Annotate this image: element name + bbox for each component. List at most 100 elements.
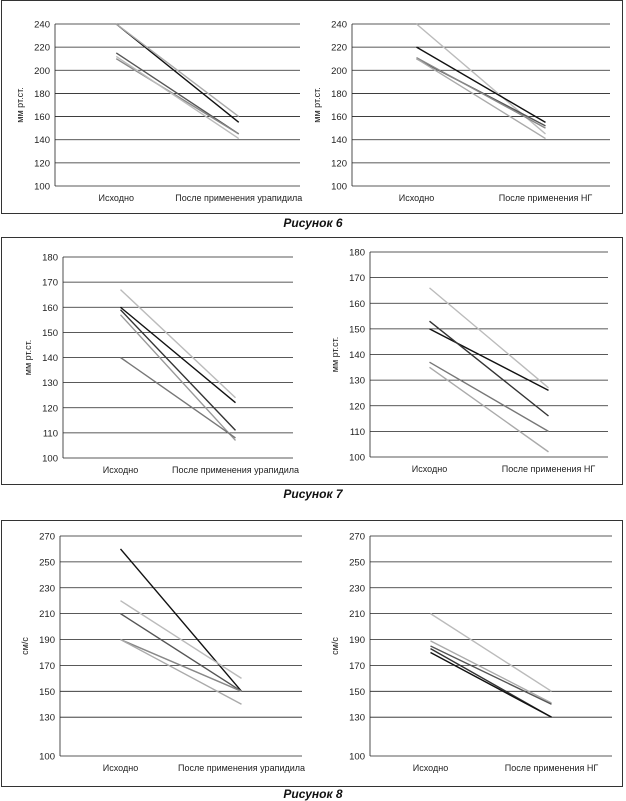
y-tick-label: 230: [39, 583, 55, 594]
y-tick-label: 140: [42, 353, 58, 364]
series-line: [115, 52, 240, 135]
y-tick-label: 170: [39, 661, 55, 672]
y-tick-label: 160: [349, 299, 365, 310]
series-line: [429, 366, 549, 453]
series-line: [119, 548, 243, 692]
y-tick-label: 180: [42, 253, 58, 264]
y-tick-label: 160: [331, 112, 347, 123]
y-tick-label: 170: [349, 661, 365, 672]
y-tick-label: 140: [331, 135, 347, 146]
y-tick-label: 150: [39, 687, 55, 698]
y-tick-label: 240: [34, 20, 50, 31]
x-category-label: После применения урапидила: [175, 193, 302, 203]
y-tick-label: 190: [39, 635, 55, 646]
y-tick-label: 150: [42, 328, 58, 339]
y-tick-label: 130: [39, 713, 55, 724]
series-line: [416, 56, 546, 129]
y-tick-label: 130: [349, 376, 365, 387]
y-tick-label: 130: [42, 378, 58, 389]
y-tick-label: 100: [331, 182, 347, 193]
series-line: [120, 306, 236, 404]
figure-7-caption: Рисунок 7: [283, 487, 343, 501]
y-tick-label: 170: [349, 273, 365, 284]
y-tick-label: 200: [34, 66, 50, 77]
series-line: [120, 613, 242, 692]
series-line: [429, 287, 549, 389]
y-tick-label: 140: [34, 135, 50, 146]
series-line: [416, 46, 546, 123]
y-tick-label: 170: [42, 278, 58, 289]
y-tick-label: 180: [349, 248, 365, 259]
y-tick-label: 220: [331, 43, 347, 54]
x-category-label: Исходно: [413, 763, 448, 773]
y-tick-label: 270: [39, 532, 55, 543]
y-axis-label: мм рт.ст.: [330, 337, 340, 372]
y-tick-label: 100: [34, 182, 50, 193]
y-axis-label: мм рт.ст.: [312, 87, 322, 122]
series-line: [115, 23, 240, 123]
chart-fig7-ng: 100 110 120 130 140 150 160 170 180 Исходно После …: [330, 248, 608, 474]
y-tick-label: 100: [349, 752, 365, 763]
y-tick-label: 120: [42, 403, 58, 414]
y-tick-label: 220: [34, 43, 50, 54]
y-axis-label: см/с: [330, 637, 340, 655]
series-line: [120, 600, 242, 679]
y-axis-label: см/с: [20, 637, 30, 655]
y-tick-label: 140: [349, 350, 365, 361]
series-line: [120, 356, 236, 439]
series-line: [115, 55, 240, 140]
x-category-label: Исходно: [99, 193, 134, 203]
y-tick-label: 190: [349, 635, 365, 646]
x-category-label: Исходно: [399, 193, 434, 203]
chart-fig6-urapidil: 100 120 140 160 180 200 220 240 Исходно После при…: [15, 20, 302, 204]
y-tick-label: 100: [42, 454, 58, 465]
x-category-label: После применения НГ: [502, 464, 596, 474]
y-tick-label: 230: [349, 583, 365, 594]
x-category-label: После применения урапидила: [172, 465, 299, 475]
figure-6-caption: Рисунок 6: [283, 216, 343, 230]
y-tick-label: 200: [331, 66, 347, 77]
y-tick-label: 120: [34, 158, 50, 169]
y-tick-label: 130: [349, 713, 365, 724]
y-tick-label: 210: [39, 609, 55, 620]
y-tick-label: 160: [34, 112, 50, 123]
y-tick-label: 180: [34, 89, 50, 100]
series-line: [430, 651, 552, 718]
x-category-label: Исходно: [103, 763, 138, 773]
chart-fig7-urapidil: 100 110 120 130 140 150 160 170 180 Исходно После …: [23, 253, 299, 476]
y-tick-label: 150: [349, 687, 365, 698]
series-line: [120, 289, 236, 399]
x-category-label: Исходно: [103, 465, 138, 475]
y-tick-label: 120: [349, 401, 365, 412]
y-tick-label: 210: [349, 609, 365, 620]
series-line: [115, 58, 240, 135]
y-tick-label: 100: [349, 453, 365, 464]
y-tick-label: 250: [39, 557, 55, 568]
y-tick-label: 110: [43, 428, 58, 439]
y-tick-label: 270: [349, 532, 365, 543]
y-tick-label: 120: [331, 158, 347, 169]
series-line: [429, 320, 549, 417]
chart-fig6-ng: 100 120 140 160 180 200 220 240 Исходно После при…: [312, 20, 610, 203]
x-category-label: После применения НГ: [499, 193, 593, 203]
series-line: [430, 645, 552, 705]
x-category-label: Исходно: [412, 464, 447, 474]
y-tick-label: 110: [350, 427, 365, 438]
series-line: [120, 638, 242, 692]
y-tick-label: 150: [349, 324, 365, 335]
y-tick-label: 240: [331, 20, 347, 31]
y-axis-label: мм рт.ст.: [23, 340, 33, 375]
y-tick-label: 160: [42, 303, 58, 314]
series-line: [429, 328, 549, 391]
y-axis-label: мм рт.ст.: [15, 87, 25, 122]
series-line: [119, 309, 237, 431]
x-category-label: После применения урапидила: [178, 763, 305, 773]
series-line: [115, 23, 240, 118]
figure-8-frame: [1, 520, 623, 787]
y-tick-label: 180: [331, 89, 347, 100]
series-line: [120, 638, 242, 705]
series-line: [430, 640, 552, 704]
series-line: [119, 314, 237, 441]
figure-7-frame: [1, 237, 623, 485]
